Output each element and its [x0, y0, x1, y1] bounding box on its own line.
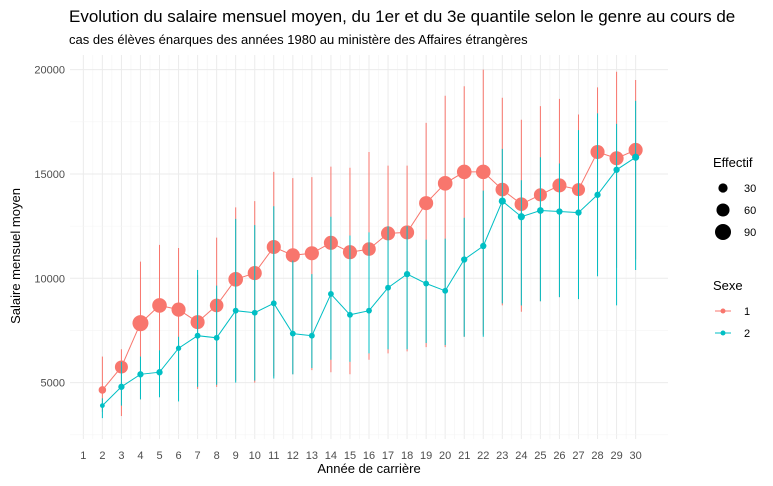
- x-tick-label: 14: [325, 450, 337, 462]
- data-point: [456, 164, 472, 180]
- legend-color-key: [720, 308, 726, 314]
- x-tick-label: 20: [439, 450, 451, 462]
- x-tick-label: 13: [306, 450, 318, 462]
- data-point: [517, 213, 525, 221]
- x-tick-label: 27: [572, 450, 584, 462]
- legend-size-key: [715, 224, 731, 240]
- data-point: [480, 242, 487, 250]
- data-point: [156, 369, 163, 376]
- data-point: [366, 307, 372, 314]
- legend-color-title: Sexe: [713, 278, 743, 293]
- data-point: [575, 209, 582, 216]
- x-tick-label: 16: [363, 450, 375, 462]
- data-point: [556, 208, 563, 215]
- x-tick-label: 22: [477, 450, 489, 462]
- x-axis-ticks: 1 2 3 4 5 6 7 8 9 10 11 12 13 14 15 16 17 18 19 20 21 22 23 24 2…: [80, 450, 641, 462]
- x-tick-label: 26: [553, 450, 565, 462]
- data-point: [498, 197, 506, 205]
- x-tick-label: 11: [268, 450, 279, 462]
- x-tick-label: 6: [175, 450, 181, 462]
- data-point: [327, 291, 334, 297]
- legend-size-label: 60: [744, 205, 756, 217]
- data-point: [308, 332, 315, 339]
- data-point: [171, 302, 186, 317]
- data-point: [594, 191, 601, 198]
- data-point: [132, 315, 149, 332]
- data-point: [213, 334, 220, 341]
- legend-size-title: Effectif: [713, 155, 753, 170]
- series-2: [99, 100, 640, 419]
- data-point: [232, 307, 239, 314]
- data-point: [137, 371, 144, 378]
- x-tick-label: 30: [629, 450, 641, 462]
- data-point: [423, 280, 430, 287]
- data-point: [442, 287, 449, 294]
- data-point: [419, 196, 434, 211]
- y-tick-label: 10000: [34, 273, 65, 285]
- x-tick-label: 21: [458, 450, 470, 462]
- data-point: [613, 166, 620, 173]
- data-point: [289, 330, 296, 337]
- legend-color-key: [720, 330, 726, 336]
- data-point: [99, 403, 105, 408]
- x-tick-label: 28: [591, 450, 603, 462]
- x-tick-label: 15: [344, 450, 356, 462]
- y-tick-label: 15000: [34, 169, 65, 181]
- data-point: [461, 256, 468, 263]
- data-point: [304, 246, 319, 261]
- data-point: [118, 383, 125, 390]
- x-tick-label: 23: [496, 450, 508, 462]
- x-tick-label: 24: [515, 450, 527, 462]
- x-tick-label: 10: [249, 450, 261, 462]
- x-tick-label: 19: [420, 450, 432, 462]
- x-tick-label: 29: [610, 450, 622, 462]
- y-tick-label: 5000: [41, 378, 65, 390]
- x-tick-label: 17: [382, 450, 394, 462]
- legend-size-label: 30: [744, 183, 756, 195]
- data-point: [152, 298, 167, 313]
- data-point: [632, 153, 640, 161]
- data-point: [98, 386, 107, 394]
- data-point: [347, 311, 353, 318]
- chart-subtitle: cas des élèves énarques des années 1980 …: [69, 32, 528, 47]
- data-point: [285, 248, 300, 263]
- data-point: [403, 270, 411, 278]
- x-tick-label: 3: [118, 450, 124, 462]
- legend-color-label: 1: [744, 306, 750, 318]
- y-axis-title: Salaire mensuel moyen: [8, 188, 23, 324]
- x-tick-label: 1: [80, 450, 86, 462]
- x-tick-label: 18: [401, 450, 413, 462]
- x-tick-label: 7: [195, 450, 201, 462]
- y-tick-label: 20000: [34, 65, 65, 77]
- data-point: [537, 207, 544, 214]
- x-tick-label: 5: [156, 450, 162, 462]
- data-point: [251, 309, 258, 316]
- plot-area: [98, 69, 643, 419]
- legend-size-label: 90: [744, 227, 756, 239]
- chart-title: Evolution du salaire mensuel moyen, du 1…: [69, 7, 735, 26]
- data-point: [385, 284, 391, 291]
- x-tick-label: 8: [214, 450, 220, 462]
- x-tick-label: 4: [137, 450, 143, 462]
- legend-color-label: 2: [744, 328, 750, 340]
- data-point: [437, 176, 453, 191]
- y-axis-ticks: 5000 10000 15000 20000: [34, 65, 65, 390]
- legend-size-key: [718, 183, 728, 193]
- x-tick-label: 25: [534, 450, 546, 462]
- legend-size-entries: 30 60 90: [715, 183, 756, 240]
- x-tick-label: 9: [233, 450, 239, 462]
- x-tick-label: 12: [287, 450, 299, 462]
- data-point: [175, 345, 182, 351]
- data-point: [475, 164, 491, 180]
- legend-size-key: [716, 203, 730, 217]
- data-point: [270, 300, 277, 307]
- legend-color-entries: 12: [715, 306, 750, 340]
- x-tick-label: 2: [99, 450, 105, 462]
- x-axis-title: Année de carrière: [317, 461, 420, 476]
- data-point: [194, 332, 201, 339]
